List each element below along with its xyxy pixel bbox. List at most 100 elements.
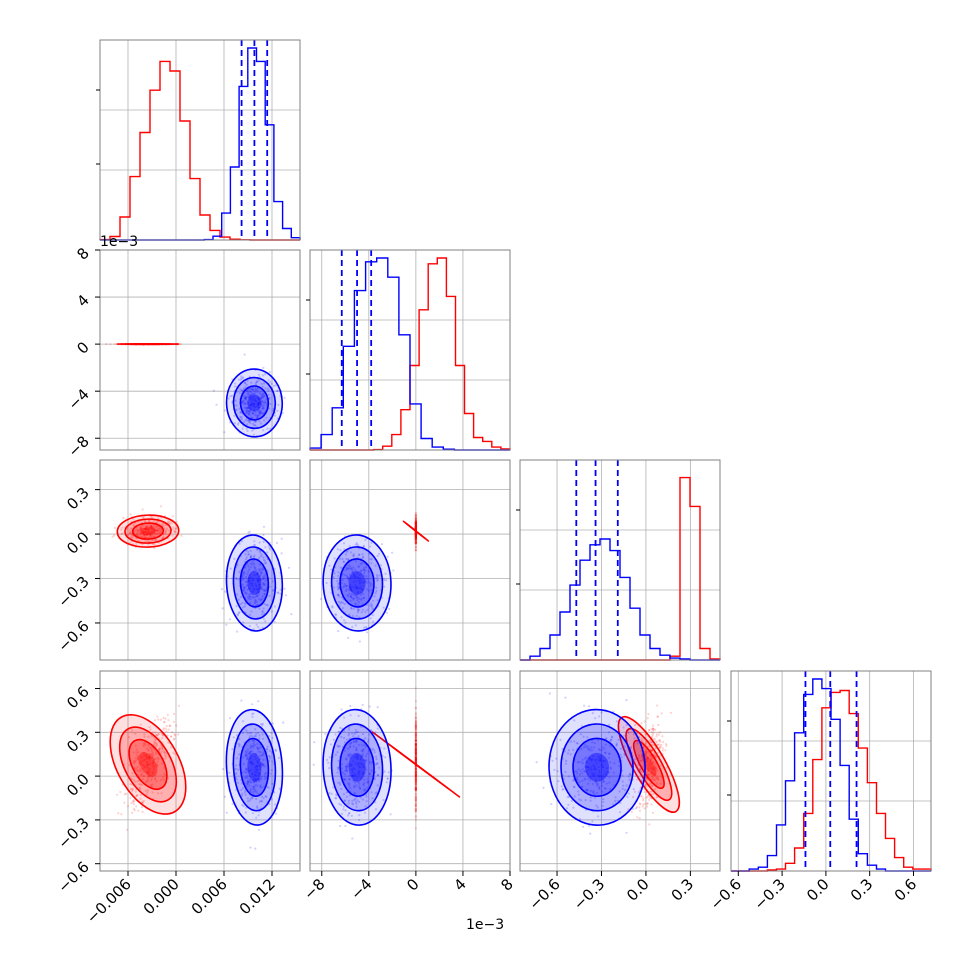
scatter-point — [257, 410, 260, 413]
scatter-point — [263, 419, 266, 422]
scatter-point — [414, 775, 417, 778]
scatter-point — [366, 588, 369, 591]
scatter-point — [414, 541, 417, 545]
scatter-point — [356, 609, 360, 612]
scatter-point — [375, 791, 378, 794]
scatter-point — [355, 746, 358, 750]
scatter-point — [353, 791, 356, 794]
scatter-point — [414, 525, 417, 528]
scatter-point — [223, 409, 226, 412]
scatter-point — [414, 526, 417, 529]
scatter-point — [276, 409, 279, 412]
scatter-point — [352, 767, 355, 770]
scatter-point — [659, 745, 662, 748]
scatter-point — [357, 579, 360, 582]
scatter-point — [351, 769, 354, 772]
scatter-point — [388, 607, 391, 611]
scatter-point — [172, 528, 175, 531]
scatter-point — [350, 575, 353, 578]
scatter-point — [250, 563, 253, 566]
scatter-point — [656, 777, 660, 780]
scatter-point — [586, 769, 590, 772]
scatter-point — [414, 754, 417, 757]
scatter-point — [589, 768, 592, 771]
scatter-point — [251, 772, 254, 775]
scatter-point — [141, 771, 144, 774]
scatter-point — [414, 524, 417, 528]
scatter-point — [652, 744, 656, 747]
scatter-point — [248, 799, 251, 802]
scatter-point — [154, 731, 157, 734]
scatter-point — [414, 731, 417, 734]
scatter-point — [337, 781, 340, 784]
scatter-point — [268, 755, 272, 758]
scatter-point — [170, 735, 173, 738]
scatter-point — [276, 389, 279, 392]
scatter-point — [414, 750, 417, 754]
scatter-point — [366, 777, 369, 780]
scatter-point — [652, 778, 656, 782]
scatter-point — [257, 397, 260, 400]
scatter-point — [243, 403, 246, 406]
scatter-point — [359, 787, 362, 790]
scatter-point — [150, 775, 154, 778]
scatter-point — [265, 747, 268, 751]
scatter-point — [414, 760, 417, 763]
scatter-point — [375, 589, 378, 593]
scatter-point — [652, 772, 656, 775]
scatter-point — [652, 793, 655, 796]
scatter-point — [158, 748, 161, 751]
scatter-point — [414, 745, 417, 749]
scatter-point — [168, 725, 171, 728]
y-tick-label: 0.0 — [63, 528, 93, 558]
scatter-point — [414, 756, 417, 760]
scatter-point — [353, 768, 356, 771]
scatter-point — [155, 743, 159, 746]
scatter-point — [238, 611, 241, 614]
scatter-point — [349, 599, 352, 602]
scatter-point — [357, 601, 360, 604]
scatter-point — [240, 401, 243, 404]
scatter-point — [367, 589, 370, 593]
scatter-point — [653, 773, 656, 776]
scatter-point — [414, 524, 417, 527]
scatter-point — [358, 553, 361, 556]
scatter-point — [250, 582, 253, 585]
scatter-point — [249, 601, 252, 605]
scatter-point — [414, 760, 417, 763]
scatter-point — [414, 776, 417, 779]
scatter-point — [164, 531, 167, 534]
scatter-point — [650, 728, 653, 731]
scatter-point — [414, 723, 417, 726]
scatter-point — [241, 720, 245, 723]
scatter-point — [131, 790, 134, 793]
scatter-point — [355, 802, 358, 805]
scatter-point — [349, 787, 352, 790]
scatter-point — [252, 588, 255, 591]
scatter-point — [247, 581, 250, 584]
scatter-point — [649, 763, 652, 766]
scatter-point — [250, 796, 253, 799]
scatter-point — [123, 801, 126, 804]
scatter-point — [414, 527, 417, 530]
scatter-point — [353, 732, 356, 735]
scatter-point — [244, 591, 247, 594]
scatter-point — [155, 752, 158, 755]
scatter-point — [414, 526, 417, 529]
scatter-point — [656, 743, 659, 746]
scatter-point — [362, 784, 366, 787]
scatter-point — [414, 527, 417, 530]
scatter-point — [362, 764, 365, 767]
scatter-point — [163, 751, 166, 754]
scatter-point — [349, 764, 352, 768]
scatter-point — [356, 776, 359, 780]
scatter-point — [139, 760, 142, 763]
scatter-point — [248, 595, 251, 599]
scatter-point — [643, 807, 646, 810]
scatter-point — [147, 767, 150, 770]
scatter-point — [374, 808, 378, 811]
scatter-point — [257, 402, 260, 405]
scatter-point — [361, 588, 364, 591]
scatter-point — [414, 799, 417, 803]
scatter-point — [414, 526, 417, 529]
